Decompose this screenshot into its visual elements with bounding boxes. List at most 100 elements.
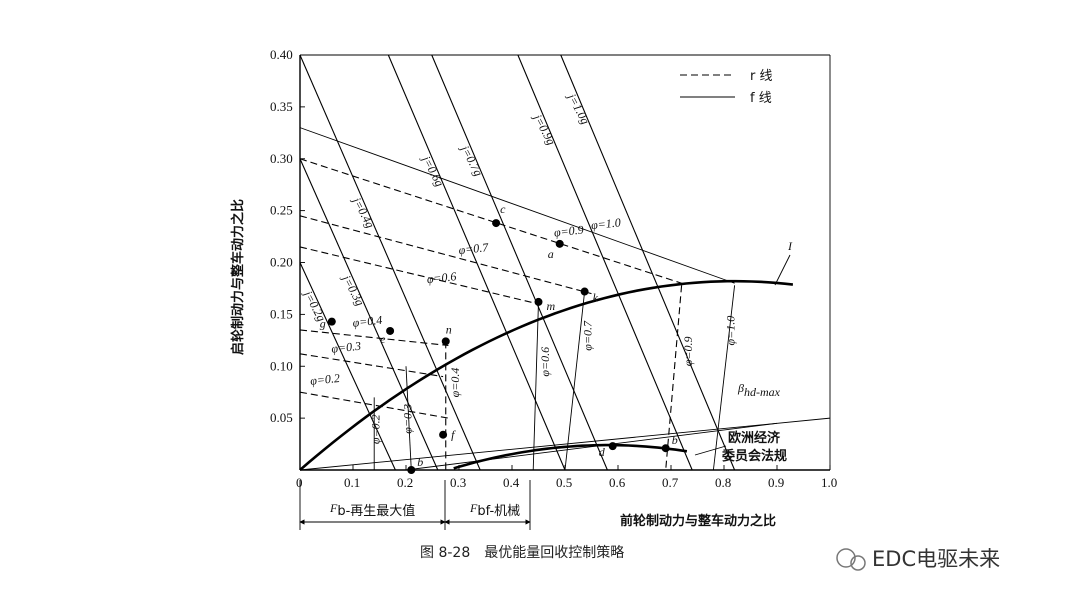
phi-vertical-label: φ=0.6 bbox=[538, 347, 552, 377]
y-tick-label: 0.05 bbox=[270, 410, 293, 425]
point-marker-n bbox=[441, 337, 450, 346]
point-marker-c bbox=[492, 219, 501, 228]
y-tick-label: 0.25 bbox=[270, 203, 293, 218]
f-line-label: j=0.9g bbox=[530, 110, 559, 147]
fb-regen-label: Fb-再生最大值 bbox=[329, 501, 415, 519]
wechat-icon bbox=[836, 548, 856, 568]
point-label-f: f bbox=[451, 428, 456, 442]
point-marker-k bbox=[580, 287, 589, 296]
point-label-d: d bbox=[599, 445, 606, 459]
f-line bbox=[299, 54, 481, 471]
x-tick-label: 1.0 bbox=[821, 475, 837, 490]
x-tick-label: 0.8 bbox=[715, 475, 731, 490]
point-label-g: g bbox=[320, 317, 326, 331]
phi-vertical-line bbox=[712, 285, 736, 471]
phi-vertical-line bbox=[665, 285, 683, 471]
r-line-label: φ=1.0 bbox=[590, 215, 621, 232]
point-label-e: e bbox=[380, 332, 386, 346]
x-tick-label: 0.9 bbox=[768, 475, 784, 490]
r-line-label: φ=0.2 bbox=[309, 371, 340, 388]
phi-vertical-line bbox=[532, 301, 539, 471]
point-marker-d bbox=[608, 442, 617, 451]
point-label-a: a bbox=[548, 247, 554, 261]
point-group: g e n f b c a m k d b bbox=[320, 202, 678, 474]
f-line bbox=[560, 54, 736, 471]
phi-vertical-label: φ=0.4 bbox=[448, 368, 462, 398]
phi-vertical-label: φ=0.9 bbox=[681, 337, 695, 367]
phi-vertical-label: φ=0.2 bbox=[369, 414, 383, 444]
r-line-label: φ=0.3 bbox=[331, 339, 362, 356]
point-label-n: n bbox=[446, 322, 452, 336]
y-tick-label: 0.15 bbox=[270, 306, 293, 321]
f-line bbox=[431, 54, 608, 471]
x-tick-label: 0.5 bbox=[556, 475, 572, 490]
r-line bbox=[299, 353, 444, 378]
r-line-label: φ=0.7 bbox=[458, 240, 490, 257]
tick-group: 0 0.1 0.2 0.3 0.4 0.5 0.6 0.7 0.8 0.9 1.0 0.05 0.10 0… bbox=[270, 47, 837, 490]
x-tick-label: 0.4 bbox=[503, 475, 520, 490]
watermark-text: EDC电驱未来 bbox=[872, 547, 1000, 571]
point-marker-e bbox=[386, 326, 395, 335]
wechat-icon-small bbox=[850, 555, 866, 571]
f-line-label: j=0.3g bbox=[339, 271, 368, 308]
point-label-c: c bbox=[500, 202, 506, 216]
y-axis-title: 启轮制动力与整车动力之比 bbox=[230, 199, 246, 355]
r-line-label: φ=0.6 bbox=[426, 269, 457, 286]
curve-group bbox=[299, 279, 794, 471]
phi-vertical-line bbox=[405, 366, 412, 471]
point-label-b: b bbox=[672, 433, 678, 447]
r-line bbox=[299, 127, 735, 284]
f-line-label: j=0.6g bbox=[418, 152, 447, 189]
f-line bbox=[299, 158, 439, 471]
beta-label: βhd-max bbox=[737, 381, 781, 399]
x-tick-label: 0.7 bbox=[662, 475, 679, 490]
phi-vertical-line bbox=[564, 291, 586, 471]
r-line bbox=[299, 215, 592, 295]
curve-I-leader bbox=[774, 254, 791, 286]
watermark: EDC电驱未来 bbox=[836, 547, 1000, 571]
x-tick-label: 0.3 bbox=[450, 475, 466, 490]
point-marker-m bbox=[534, 297, 543, 306]
point-label-m: m bbox=[547, 299, 556, 313]
x-tick-label: 0.6 bbox=[609, 475, 626, 490]
point-label-b: b bbox=[417, 455, 423, 469]
f-line-label: j=1.0g bbox=[564, 90, 593, 127]
curve-I-label: I bbox=[787, 239, 793, 253]
r-line bbox=[299, 391, 449, 419]
r-line-group: φ=0.2φ=0.3φ=0.4φ=0.6φ=0.7φ=0.9 φ=1.0 bbox=[299, 127, 735, 419]
f-line-label: j=0.7g bbox=[457, 141, 486, 178]
r-line bbox=[299, 158, 682, 284]
y-tick-label: 0.20 bbox=[270, 255, 293, 270]
x-tick-label: 0 bbox=[296, 475, 303, 490]
y-tick-label: 0.10 bbox=[270, 358, 293, 373]
r-line bbox=[299, 329, 449, 347]
ideal-curve-I bbox=[299, 279, 794, 471]
beta-line bbox=[299, 417, 831, 471]
regulation-curve bbox=[453, 443, 688, 470]
legend-r-label: r 线 bbox=[750, 69, 772, 84]
r-line-label: φ=0.4 bbox=[352, 313, 383, 330]
y-tick-label: 0.40 bbox=[270, 47, 293, 62]
r-line bbox=[299, 246, 539, 305]
point-marker-b bbox=[661, 444, 670, 453]
x-tick-label: 0.1 bbox=[344, 475, 360, 490]
phi-vertical-label: φ=1.0 bbox=[724, 316, 738, 346]
point-marker-a bbox=[555, 239, 564, 248]
y-tick-label: 0.30 bbox=[270, 151, 293, 166]
y-tick-label: 0.35 bbox=[270, 99, 293, 114]
regulation-label-1: 欧洲经济 bbox=[728, 430, 781, 446]
phi-vertical-label: φ=0.3 bbox=[400, 404, 414, 434]
regulation-leader bbox=[694, 445, 727, 456]
auxiliary-line-group: φ=0.2 φ=0.3 φ=0.4 φ=0.6 φ=0.7 φ=0.9 φ=1.0 bbox=[299, 285, 831, 471]
point-marker-b bbox=[407, 466, 416, 474]
fbf-mech-label: Fbf-机械 bbox=[469, 501, 520, 519]
legend: r 线 f 线 bbox=[680, 69, 772, 106]
point-label-k: k bbox=[593, 291, 599, 305]
figure-caption: 图 8-28 最优能量回收控制策略 bbox=[420, 544, 624, 561]
x-tick-label: 0.2 bbox=[397, 475, 413, 490]
r-line-label: φ=0.9 bbox=[553, 223, 584, 240]
legend-f-label: f 线 bbox=[750, 91, 772, 106]
point-marker-f bbox=[439, 430, 448, 439]
f-line bbox=[299, 262, 396, 471]
